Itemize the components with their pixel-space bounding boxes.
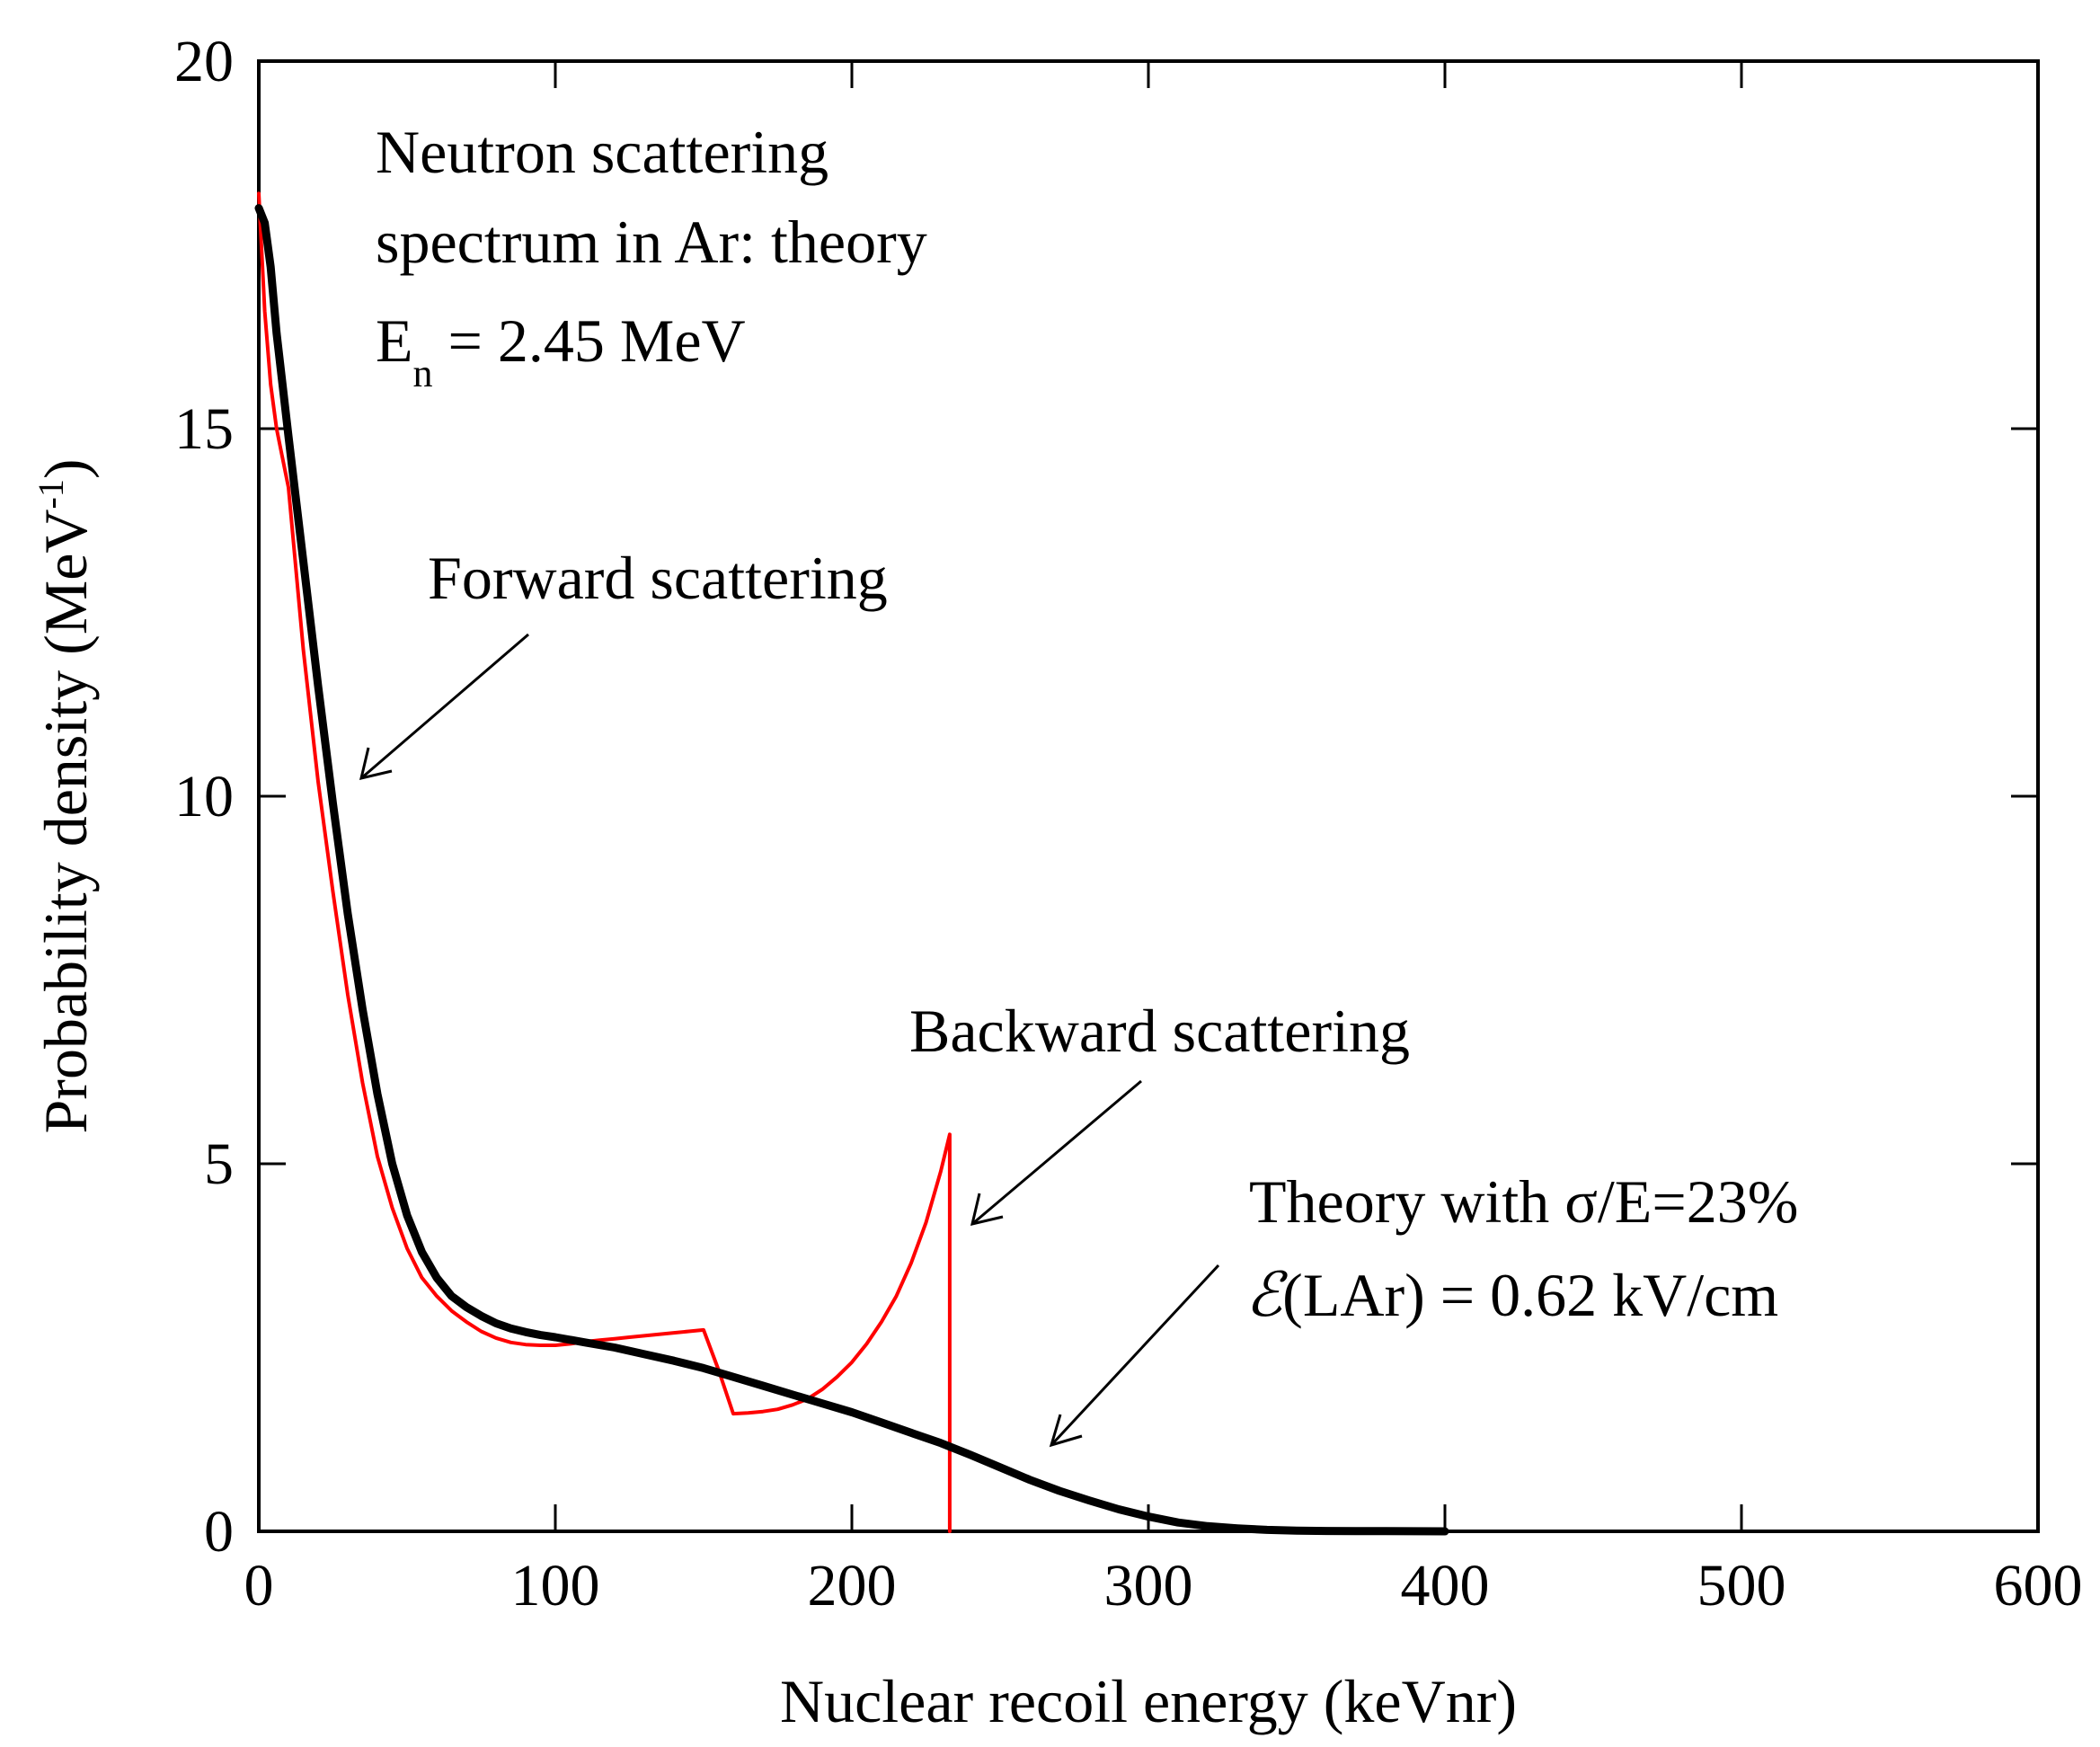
annotation-field-symbol: ℰ [1245,1261,1289,1329]
arrow-theory [1049,1264,1220,1448]
y-tick-label: 0 [204,1499,234,1565]
x-tick-label: 0 [244,1553,274,1618]
annotation-energy-sub: n [413,351,433,395]
annotation-backward-scattering: Backward scattering [909,997,1410,1065]
y-tick-label: 5 [204,1131,234,1197]
x-tick-label: 100 [511,1553,600,1618]
arrow-backward [970,1079,1142,1227]
y-tick-label: 15 [174,396,234,462]
y-axis-title: Probability density (MeV-1) [31,458,100,1133]
x-tick-label: 500 [1697,1553,1786,1618]
arrow-forward [359,633,529,781]
annotation-field-rest: (LAr) = 0.62 kV/cm [1282,1261,1778,1329]
series-line-theory [257,191,952,1533]
annotation-energy-rest: = 2.45 MeV [433,306,746,375]
y-axis-title-main: Probability density (MeV [31,509,100,1133]
x-axis-title: Nuclear recoil energy (keVnr) [780,1667,1517,1735]
annotation-title-line1: Neutron scattering [376,118,828,186]
tick-marks [257,59,2040,1533]
x-tick-label: 400 [1401,1553,1490,1618]
y-tick-label: 20 [174,29,234,94]
x-tick-label: 600 [1994,1553,2083,1618]
annotation-energy-main: E [376,306,413,375]
y-axis-title-sup: -1 [31,479,71,509]
y-axis-title-close: ) [31,458,100,479]
x-tick-label: 200 [808,1553,897,1618]
annotation-theory-line1: Theory with σ/E=23% [1249,1167,1798,1236]
x-tick-label: 300 [1104,1553,1193,1618]
annotation-forward-scattering: Forward scattering [428,544,888,612]
annotation-energy: En = 2.45 MeV [376,306,746,395]
tick-labels: 0 100 200 300 400 500 600 0 5 10 15 20 [174,29,2083,1618]
annotation-theory-line2: ℰ(LAr) = 0.62 kV/cm [1245,1261,1778,1329]
annotation-title-line2: spectrum in Ar: theory [376,208,927,276]
series-line-smeared [254,204,1449,1536]
y-tick-label: 10 [174,764,234,829]
series-group [254,191,1449,1536]
